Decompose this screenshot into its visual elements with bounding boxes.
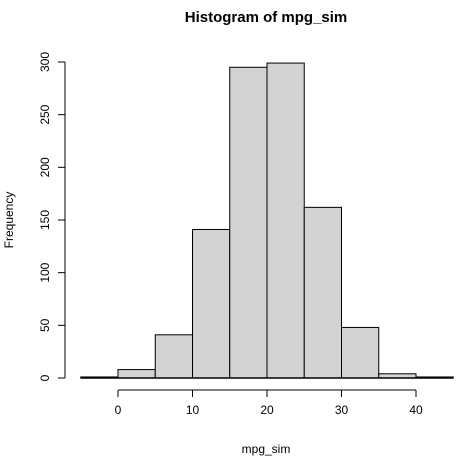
y-tick-label: 0 (38, 374, 52, 381)
histogram-bar (117, 369, 156, 379)
histogram-bar (266, 62, 305, 379)
y-axis-label: Frequency (2, 192, 16, 249)
x-tick-label: 30 (335, 403, 349, 417)
y-tick-label: 50 (38, 318, 52, 332)
bars-group (80, 62, 454, 379)
x-tick-label: 0 (115, 403, 122, 417)
histogram-bar (303, 206, 342, 379)
chart-title: Histogram of mpg_sim (185, 9, 348, 26)
x-tick-label: 40 (409, 403, 423, 417)
histogram-bar (154, 334, 193, 379)
histogram-bar (341, 326, 380, 379)
y-axis: 0 50 100 150 200 250 300 (38, 52, 66, 381)
histogram-bar (192, 228, 231, 379)
y-tick-label: 150 (38, 210, 52, 230)
histogram-bar (229, 66, 268, 379)
y-tick-label: 100 (38, 262, 52, 282)
x-tick-label: 20 (260, 403, 274, 417)
x-tick-label: 10 (186, 403, 200, 417)
y-tick-label: 250 (38, 104, 52, 124)
x-axis-label: mpg_sim (242, 442, 291, 456)
y-tick-label: 300 (38, 52, 52, 72)
x-axis: 0 10 20 30 40 (115, 389, 423, 417)
y-tick-label: 200 (38, 157, 52, 177)
